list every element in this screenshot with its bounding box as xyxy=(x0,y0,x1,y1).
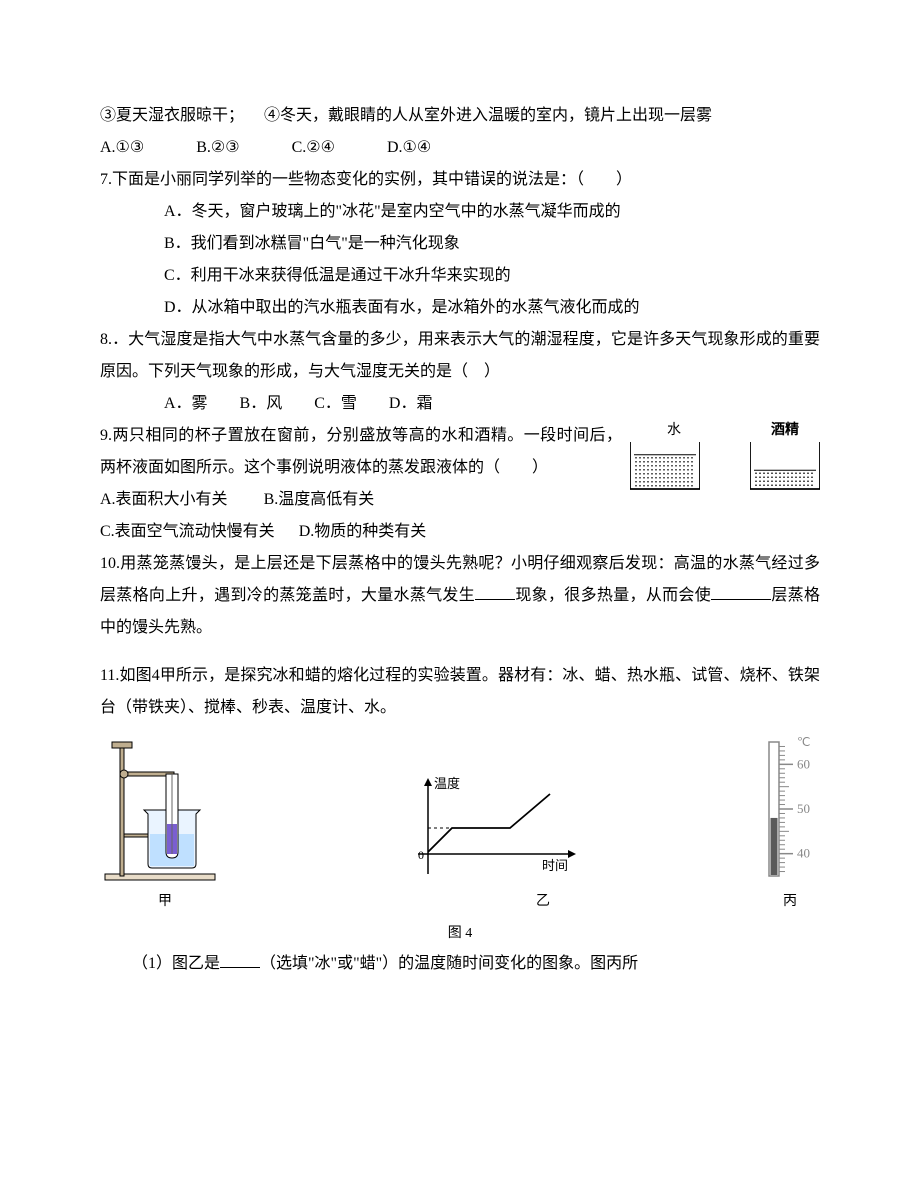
svg-text:温度: 温度 xyxy=(434,776,460,791)
q11-sub1b: （选填"冰"或"蜡"）的温度随时间变化的图象。图丙所 xyxy=(260,955,638,972)
q6-optB: B.②③ xyxy=(196,132,239,164)
q7-optA: A．冬天，窗户玻璃上的"冰花"是室内空气中的水蒸气凝华而成的 xyxy=(100,196,820,228)
q11-fig-bing: 40 50 60 ℃ 丙 xyxy=(760,734,820,916)
q10-text2: 现象，很多热量，从而会使 xyxy=(515,587,711,604)
svg-text:50: 50 xyxy=(797,801,810,816)
q10-line: 10.用蒸笼蒸馒头，是上层还是下层蒸格中的馒头先熟呢？小明仔细观察后发现：高温的… xyxy=(100,548,820,644)
q6-example-line: ③夏天湿衣服晾干； ④冬天，戴眼睛的人从室外进入温暖的室内，镜片上出现一层雾 xyxy=(100,100,820,132)
q11-sub1a: （1）图乙是 xyxy=(132,955,220,972)
q7-optB: B．我们看到冰糕冒"白气"是一种汽化现象 xyxy=(100,228,820,260)
q7-stem: 7.下面是小丽同学列举的一些物态变化的实例，其中错误的说法是：（ ） xyxy=(100,164,820,196)
q9-optsCD: C.表面空气流动快慢有关 D.物质的种类有关 xyxy=(100,516,820,548)
q11-figure-row: 甲 0 温度时间 乙 40 50 60 ℃ 丙 xyxy=(100,734,820,916)
apparatus-svg xyxy=(100,734,230,884)
q11-cap-yi: 乙 xyxy=(536,888,550,916)
q11-stem: 11.如图4甲所示，是探究冰和蜡的熔化过程的实验装置。器材有：冰、蜡、热水瓶、试… xyxy=(100,660,820,724)
q9-optB: B.温度高低有关 xyxy=(264,491,375,508)
q9-label-water: 水 xyxy=(667,424,681,438)
beaker-water-svg xyxy=(630,440,700,490)
svg-text:0: 0 xyxy=(418,848,424,862)
q11-blank1 xyxy=(220,951,260,968)
svg-text:时间: 时间 xyxy=(542,858,568,873)
q8-options: A．雾 B．风 C．雪 D．霜 xyxy=(100,388,820,420)
q7-optC: C．利用干冰来获得低温是通过干冰升华来实现的 xyxy=(100,260,820,292)
beaker-alcohol-svg xyxy=(750,440,820,490)
q9-optA: A.表面积大小有关 xyxy=(100,491,228,508)
q6-ex3: ③夏天湿衣服晾干； xyxy=(100,107,244,124)
q9-optD: D.物质的种类有关 xyxy=(299,523,427,540)
q11-fig-yi: 0 温度时间 乙 xyxy=(410,774,580,916)
q8-stem: 8.．大气湿度是指大气中水蒸气含量的多少，用来表示大气的潮湿程度，它是许多天气现… xyxy=(100,324,820,388)
q10-blank2 xyxy=(711,583,771,600)
q6-ex4: ④冬天，戴眼睛的人从室外进入温暖的室内，镜片上出现一层雾 xyxy=(264,107,712,124)
melting-graph-svg: 0 温度时间 xyxy=(410,774,580,884)
q9-beakers-figure: 水 酒精 xyxy=(630,424,820,490)
q7-optD: D．从冰箱中取出的汽水瓶表面有水，是冰箱外的水蒸气液化而成的 xyxy=(100,292,820,324)
q9-optC: C.表面空气流动快慢有关 xyxy=(100,523,275,540)
svg-text:60: 60 xyxy=(797,756,810,771)
q11-cap-bing: 丙 xyxy=(783,888,797,916)
q6-optD: D.①④ xyxy=(387,132,431,164)
q11-figcaption: 图 4 xyxy=(100,920,820,948)
q6-optA: A.①③ xyxy=(100,132,144,164)
q6-options: A.①③ B.②③ C.②④ D.①④ xyxy=(100,132,820,164)
q6-optC: C.②④ xyxy=(292,132,335,164)
thermometer-svg: 40 50 60 ℃ xyxy=(760,734,820,884)
q11-sub1: （1）图乙是 （选填"冰"或"蜡"）的温度随时间变化的图象。图丙所 xyxy=(100,948,820,980)
svg-text:40: 40 xyxy=(797,846,810,861)
q11-cap-jia: 甲 xyxy=(158,888,172,916)
q11-fig-jia: 甲 xyxy=(100,734,230,916)
q10-blank1 xyxy=(475,583,515,600)
svg-text:℃: ℃ xyxy=(797,735,810,749)
spacer xyxy=(100,644,820,660)
q9-label-alcohol: 酒精 xyxy=(771,424,799,438)
